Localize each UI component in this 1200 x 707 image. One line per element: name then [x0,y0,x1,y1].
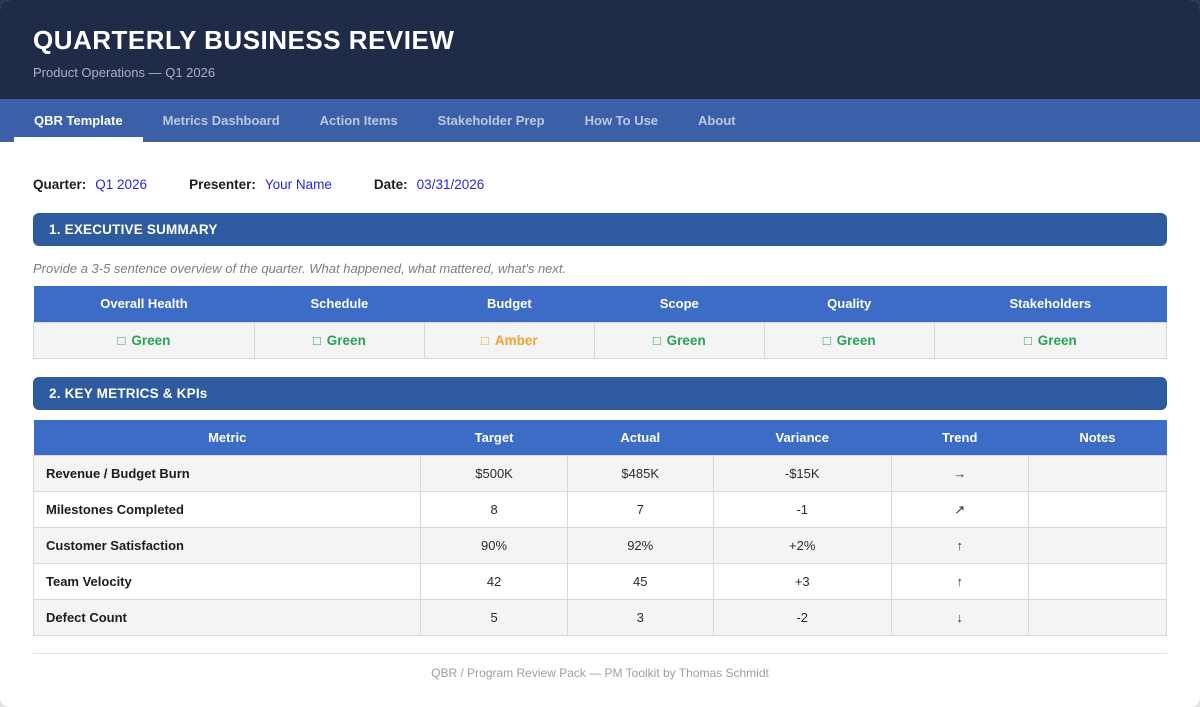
page-header: QUARTERLY BUSINESS REVIEW Product Operat… [0,0,1200,99]
meta-date: Date: 03/31/2026 [374,177,484,192]
kpi-metric-name[interactable]: Defect Count [32,599,422,636]
kpi-notes-cell[interactable] [1027,599,1168,636]
kpi-actual-cell[interactable]: 7 [566,491,714,528]
health-status-schedule[interactable]: □ Green [253,321,425,359]
tab-metrics-dashboard[interactable]: Metrics Dashboard [162,113,280,128]
kpi-target-cell[interactable]: $500K [420,455,568,492]
section-executive-summary-header: 1. EXECUTIVE SUMMARY [33,213,1167,246]
executive-summary-placeholder[interactable]: Provide a 3-5 sentence overview of the q… [33,261,567,276]
kpi-row-revenue: Revenue / Budget Burn $500K $485K -$15K … [32,455,1168,492]
trend-arrow-icon[interactable]: → [890,455,1029,492]
kpi-metric-name[interactable]: Milestones Completed [32,491,422,528]
section-2-title: 2. KEY METRICS & KPIs [49,385,208,401]
quarter-label: Quarter: [33,177,87,192]
status-label: Green [131,332,171,348]
main-content: Quarter: Q1 2026 Presenter: Your Name Da… [0,142,1200,636]
kpi-col-notes: Notes [1028,419,1167,456]
kpi-variance-cell[interactable]: -2 [712,599,892,636]
tab-stakeholder-prep[interactable]: Stakeholder Prep [437,113,545,128]
kpi-variance-cell[interactable]: +3 [712,563,892,600]
kpi-variance-cell[interactable]: -1 [712,491,892,528]
meta-presenter: Presenter: Your Name [189,177,332,192]
status-box-icon: □ [652,332,661,348]
meta-row: Quarter: Q1 2026 Presenter: Your Name Da… [33,142,1167,192]
presenter-value-field[interactable]: Your Name [264,177,332,192]
quarter-value-field[interactable]: Q1 2026 [95,177,148,192]
date-label: Date: [373,177,408,192]
status-box-icon: □ [312,332,321,348]
meta-quarter: Quarter: Q1 2026 [33,177,147,192]
kpi-variance-cell[interactable]: +2% [712,527,892,564]
kpi-notes-cell[interactable] [1027,491,1168,528]
kpi-target-cell[interactable]: 90% [420,527,568,564]
kpi-col-actual: Actual [567,419,714,456]
section-key-metrics-header: 2. KEY METRICS & KPIs [33,376,1167,410]
health-status-overall[interactable]: □ Green [33,321,255,359]
health-col-stakeholders: Stakeholders [934,286,1167,322]
kpi-row-defect-count: Defect Count 5 3 -2 ↓ [32,599,1168,636]
status-label: Green [666,332,706,348]
tab-action-items[interactable]: Action Items [319,113,398,128]
health-status-table: Overall Health Schedule Budget Scope Qua… [33,286,1168,359]
health-col-budget: Budget [424,286,595,322]
health-col-scope: Scope [594,286,765,322]
health-col-quality: Quality [764,286,935,322]
kpi-actual-cell[interactable]: 92% [566,527,714,564]
kpi-target-cell[interactable]: 42 [420,563,568,600]
kpi-actual-cell[interactable]: 45 [566,563,714,600]
kpi-col-target: Target [420,419,568,456]
kpi-col-trend: Trend [891,419,1029,456]
page-title: QUARTERLY BUSINESS REVIEW [33,25,455,55]
health-col-schedule: Schedule [254,286,425,322]
trend-arrow-icon[interactable]: ↗ [890,491,1029,528]
kpi-table: Metric Target Actual Variance Trend Note… [32,419,1168,636]
tab-about[interactable]: About [698,113,736,128]
trend-arrow-icon[interactable]: ↑ [890,563,1029,600]
health-status-quality[interactable]: □ Green [763,321,935,359]
health-header-row: Overall Health Schedule Budget Scope Qua… [33,286,1167,322]
health-col-overall: Overall Health [33,286,255,322]
trend-arrow-icon[interactable]: ↓ [890,599,1029,636]
kpi-notes-cell[interactable] [1027,563,1168,600]
tab-how-to-use[interactable]: How To Use [584,113,659,128]
status-label: Amber [494,332,538,348]
tab-qbr-template[interactable]: QBR Template [14,99,143,142]
status-label: Green [326,332,366,348]
status-label: Green [1037,332,1077,348]
section-1-title: 1. EXECUTIVE SUMMARY [49,222,218,237]
health-status-stakeholders[interactable]: □ Green [933,321,1168,359]
health-status-row: □ Green □ Green □ Amber □ Green □ Green [33,321,1168,359]
trend-arrow-icon[interactable]: ↑ [890,527,1029,564]
status-box-icon: □ [1023,332,1032,348]
kpi-actual-cell[interactable]: 3 [566,599,714,636]
kpi-metric-name[interactable]: Revenue / Budget Burn [32,455,422,492]
kpi-variance-cell[interactable]: -$15K [712,455,892,492]
health-status-budget[interactable]: □ Amber [423,321,595,359]
page-subtitle: Product Operations — Q1 2026 [33,65,216,80]
kpi-metric-name[interactable]: Customer Satisfaction [32,527,422,564]
kpi-header-row: Metric Target Actual Variance Trend Note… [33,419,1167,456]
kpi-notes-cell[interactable] [1027,527,1168,564]
kpi-col-metric: Metric [33,419,421,456]
kpi-target-cell[interactable]: 8 [420,491,568,528]
page-footer: QBR / Program Review Pack — PM Toolkit b… [33,653,1167,680]
kpi-col-variance: Variance [713,419,892,456]
date-value-field[interactable]: 03/31/2026 [416,177,485,192]
status-box-icon: □ [481,332,489,348]
kpi-target-cell[interactable]: 5 [420,599,568,636]
tab-bar: QBR Template Metrics Dashboard Action It… [0,99,1200,142]
kpi-notes-cell[interactable] [1027,455,1168,492]
status-box-icon: □ [117,332,126,348]
kpi-row-milestones: Milestones Completed 8 7 -1 ↗ [32,491,1168,528]
presenter-label: Presenter: [189,177,256,192]
kpi-row-customer-satisfaction: Customer Satisfaction 90% 92% +2% ↑ [32,527,1168,564]
kpi-actual-cell[interactable]: $485K [566,455,714,492]
status-label: Green [836,332,876,348]
status-box-icon: □ [822,332,831,348]
kpi-row-team-velocity: Team Velocity 42 45 +3 ↑ [32,563,1168,600]
kpi-metric-name[interactable]: Team Velocity [32,563,422,600]
health-status-scope[interactable]: □ Green [593,321,765,359]
